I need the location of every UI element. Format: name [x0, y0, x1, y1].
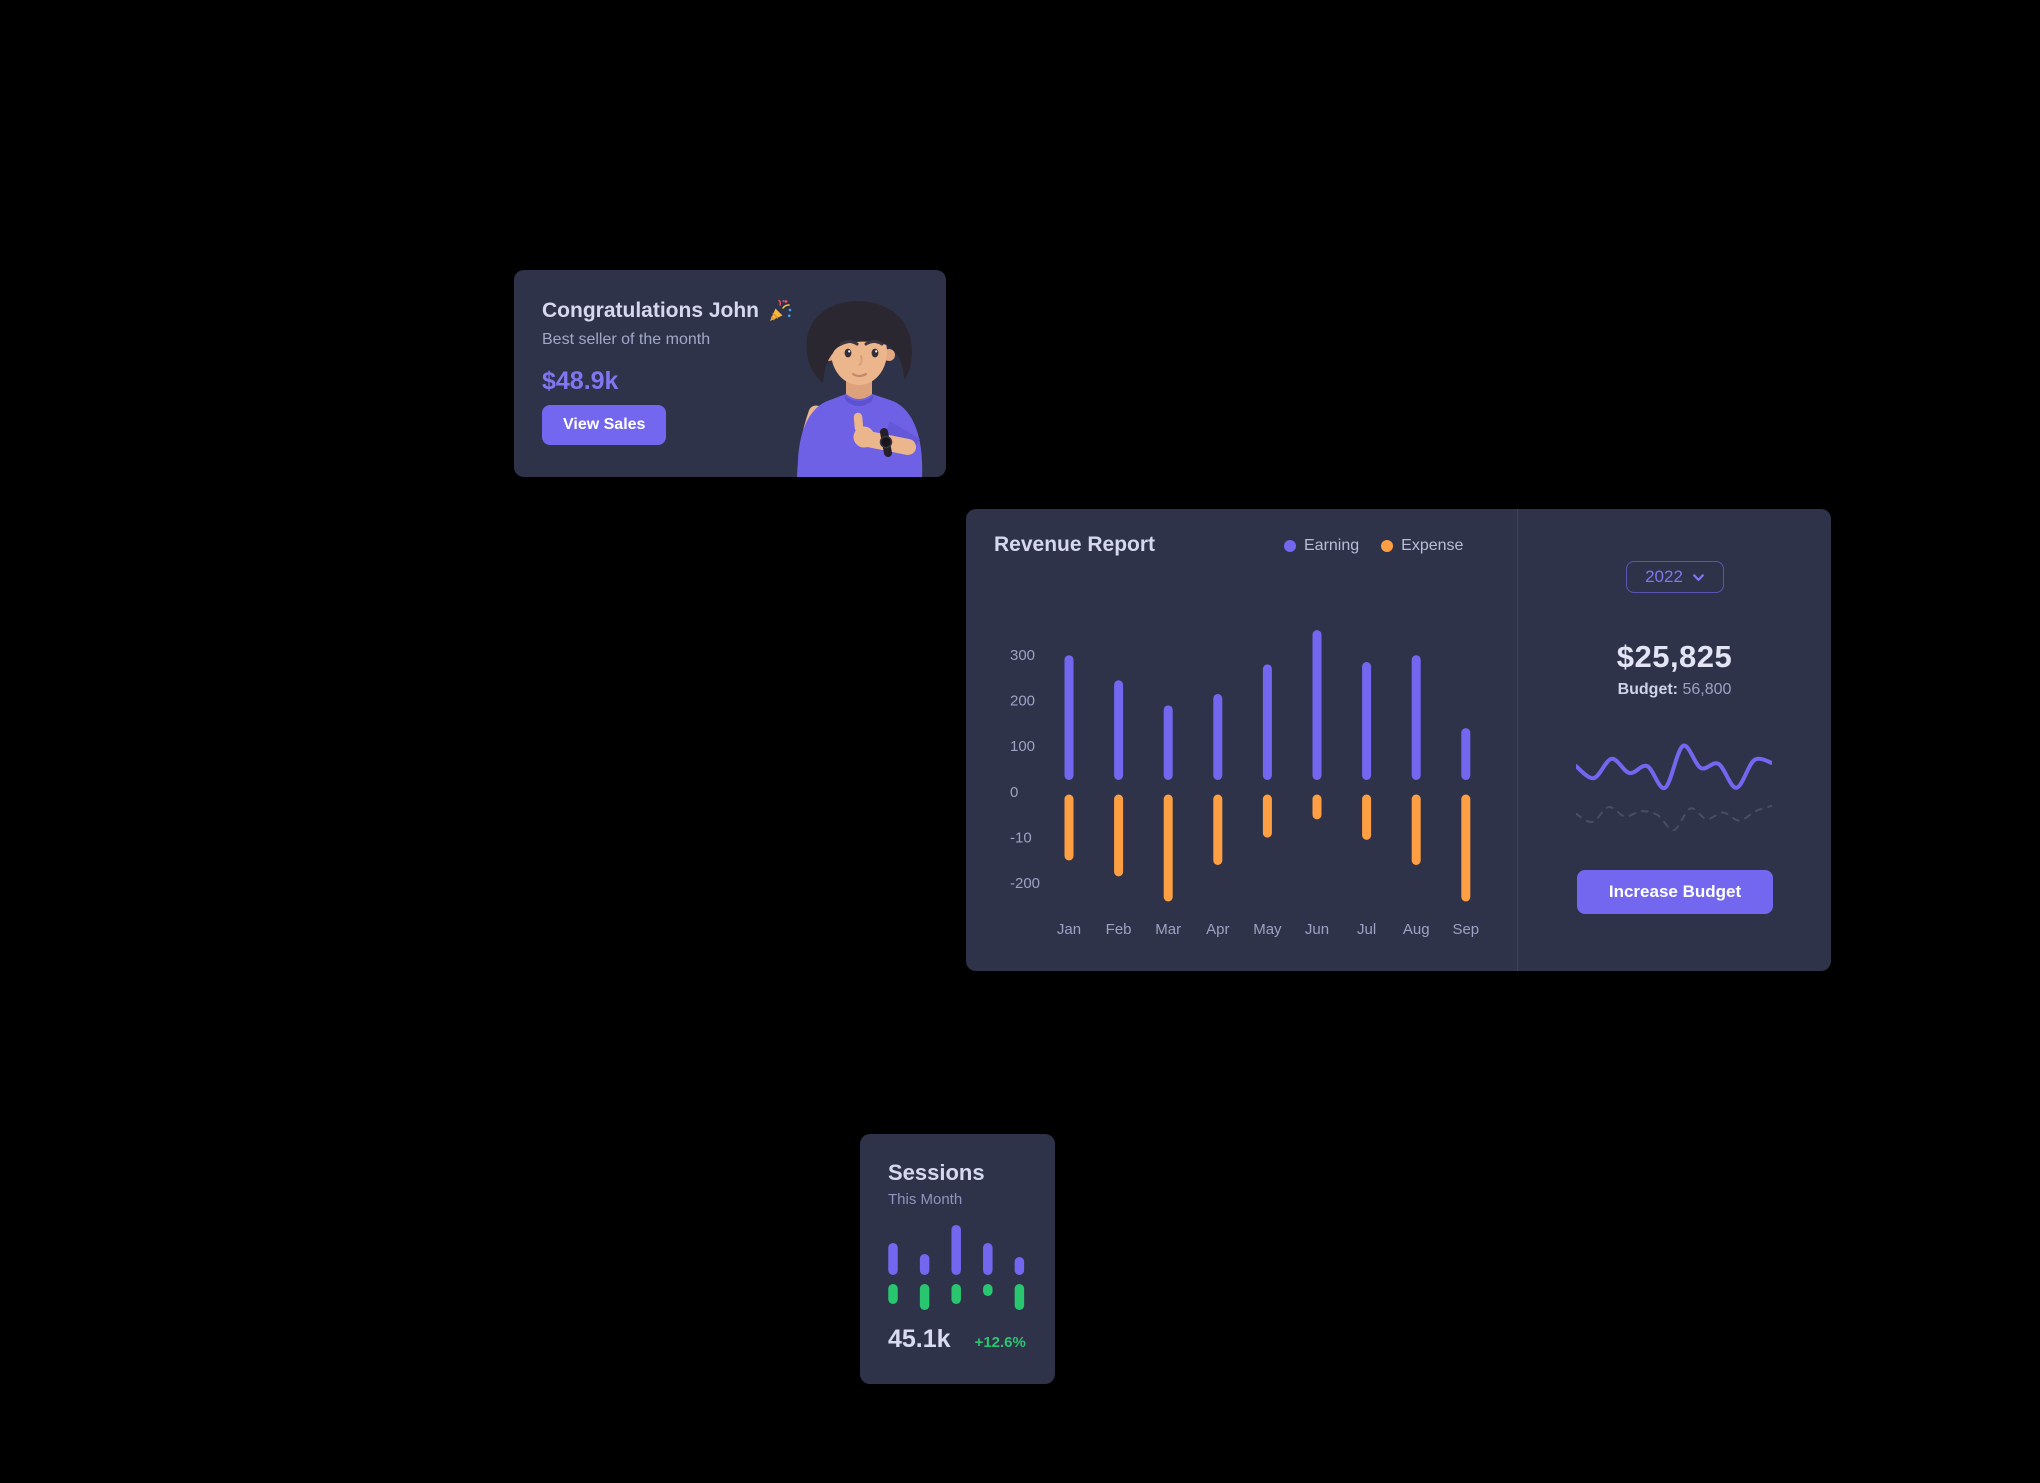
congratulations-card: Congratulations John Best seller of the … [514, 270, 946, 477]
svg-text:Sep: Sep [1452, 921, 1479, 938]
congratulations-title: Congratulations John [542, 298, 918, 324]
svg-text:Jan: Jan [1057, 921, 1081, 938]
congratulations-title-text: Congratulations John [542, 299, 759, 322]
sessions-period: This Month [888, 1191, 963, 1208]
svg-text:May: May [1253, 921, 1282, 938]
budget-line: Budget: 56,800 [1518, 679, 1831, 701]
party-popper-icon [770, 299, 792, 321]
increase-budget-button[interactable]: Increase Budget [1577, 870, 1773, 914]
budget-label: Budget: [1617, 681, 1679, 698]
svg-text:Jun: Jun [1305, 921, 1329, 938]
svg-text:200: 200 [1010, 693, 1035, 710]
legend-item-expense[interactable]: Expense [1381, 537, 1463, 555]
svg-text:Aug: Aug [1403, 921, 1430, 938]
svg-text:0: 0 [1010, 784, 1018, 801]
sessions-value: 45.1k [888, 1325, 951, 1353]
legend-item-earning[interactable]: Earning [1284, 537, 1359, 555]
svg-text:-200: -200 [1010, 875, 1040, 892]
revenue-chart-section: Revenue Report Earning Expense 300 200 100… [966, 509, 1517, 971]
revenue-report-title: Revenue Report [994, 533, 1156, 556]
sessions-delta-badge: +12.6% [974, 1334, 1026, 1351]
budget-value: 56,800 [1682, 681, 1732, 698]
sessions-title: Sessions [888, 1160, 985, 1185]
revenue-report-card: Revenue Report Earning Expense 300 200 100… [966, 509, 1831, 971]
earning-legend-label: Earning [1304, 537, 1360, 554]
sales-amount: $48.9k [542, 367, 619, 395]
svg-text:Jul: Jul [1357, 921, 1376, 938]
year-selector-value: 2022 [1645, 567, 1683, 586]
svg-text:300: 300 [1010, 647, 1035, 664]
panel-divider [1517, 509, 1518, 971]
svg-text:Mar: Mar [1155, 921, 1181, 938]
budget-panel: 2022 $25,825 Budget: 56,800 Increase Bud… [1518, 509, 1831, 971]
svg-text:Apr: Apr [1206, 921, 1229, 938]
expense-legend-label: Expense [1401, 537, 1464, 554]
sessions-card: Sessions This Month 45.1k +12.6% [860, 1134, 1055, 1384]
revenue-bar-chart: 300 200 100 0 -10 -200 Jan Feb Mar Apr May Jun Jul Au… [1010, 630, 1479, 938]
chevron-down-icon [1692, 573, 1704, 581]
expense-legend-dot [1381, 540, 1394, 552]
sessions-stats: 45.1k +12.6% [888, 1324, 1026, 1354]
chart-legend: Earning Expense [1284, 537, 1463, 555]
svg-text:Feb: Feb [1106, 921, 1132, 938]
earning-legend-dot [1284, 540, 1296, 552]
sessions-mini-chart [888, 1225, 1025, 1310]
total-amount: $25,825 [1616, 639, 1733, 674]
year-selector[interactable]: 2022 [1626, 561, 1724, 593]
view-sales-button[interactable]: View Sales [542, 405, 667, 445]
man-thumbs-up-illustration [797, 301, 923, 477]
svg-text:-10: -10 [1010, 829, 1032, 846]
svg-text:100: 100 [1010, 738, 1035, 755]
budget-sparkline-chart [1576, 743, 1772, 831]
congratulations-subtitle: Best seller of the month [542, 331, 711, 348]
